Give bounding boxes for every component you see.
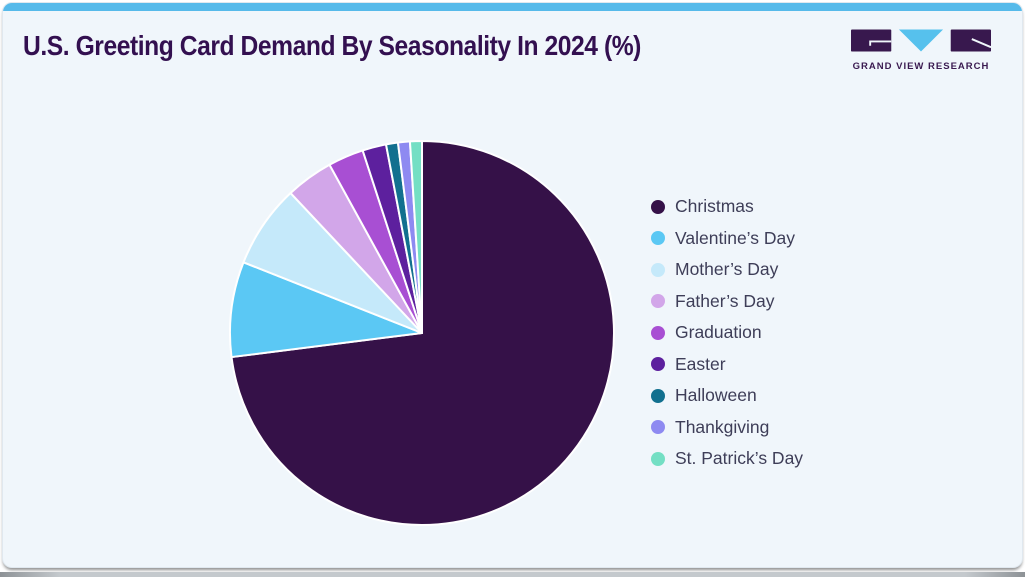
pie-slice-st-patrick-s-day[interactable] — [408, 140, 423, 334]
legend-dot-christmas — [651, 199, 665, 214]
window-bottom-edge — [0, 572, 1025, 577]
legend-item-graduation[interactable]: Graduation — [651, 317, 803, 349]
legend-label: Mother’s Day — [675, 259, 779, 280]
legend-item-st-patrick-s-day[interactable]: St. Patrick’s Day — [651, 443, 803, 475]
brand-name: GRAND VIEW RESEARCH — [852, 61, 990, 72]
legend-label: Thankgiving — [675, 416, 770, 437]
legend-dot-valentine-s-day — [651, 231, 665, 246]
gvr-logo-icon — [851, 29, 991, 52]
pie-slice-valentine-s-day[interactable] — [229, 261, 423, 359]
pie-chart — [222, 133, 622, 533]
legend-label: St. Patrick’s Day — [675, 448, 804, 469]
legend-dot-thankgiving — [651, 420, 665, 435]
legend-label: Easter — [675, 353, 726, 374]
page-title: U.S. Greeting Card Demand By Seasonality… — [23, 30, 641, 61]
legend-dot-father-s-day — [651, 294, 665, 309]
legend-label: Father’s Day — [675, 290, 775, 311]
accent-topbar — [3, 3, 1022, 11]
grand-view-research-logo: GRAND VIEW RESEARCH — [850, 29, 992, 72]
legend-label: Halloween — [675, 385, 757, 406]
legend-dot-easter — [651, 357, 665, 372]
legend-item-father-s-day[interactable]: Father’s Day — [651, 286, 803, 318]
legend-item-thankgiving[interactable]: Thankgiving — [651, 412, 803, 444]
legend-item-halloween[interactable]: Halloween — [651, 380, 803, 412]
legend: Christmas Valentine’s Day Mother’s Day Fath… — [651, 191, 803, 475]
legend-item-christmas[interactable]: Christmas — [651, 191, 803, 223]
chart-card: U.S. Greeting Card Demand By Seasonality… — [2, 2, 1023, 568]
legend-dot-graduation — [651, 325, 665, 340]
legend-item-valentine-s-day[interactable]: Valentine’s Day — [651, 223, 803, 255]
legend-dot-halloween — [651, 388, 665, 403]
legend-item-mother-s-day[interactable]: Mother’s Day — [651, 254, 803, 286]
legend-label: Christmas — [675, 196, 754, 217]
legend-label: Graduation — [675, 322, 762, 343]
legend-label: Valentine’s Day — [675, 227, 795, 248]
legend-dot-mother-s-day — [651, 262, 665, 277]
pie-chart-svg — [229, 140, 615, 526]
legend-dot-st-patrick-s-day — [651, 451, 665, 466]
legend-item-easter[interactable]: Easter — [651, 349, 803, 381]
